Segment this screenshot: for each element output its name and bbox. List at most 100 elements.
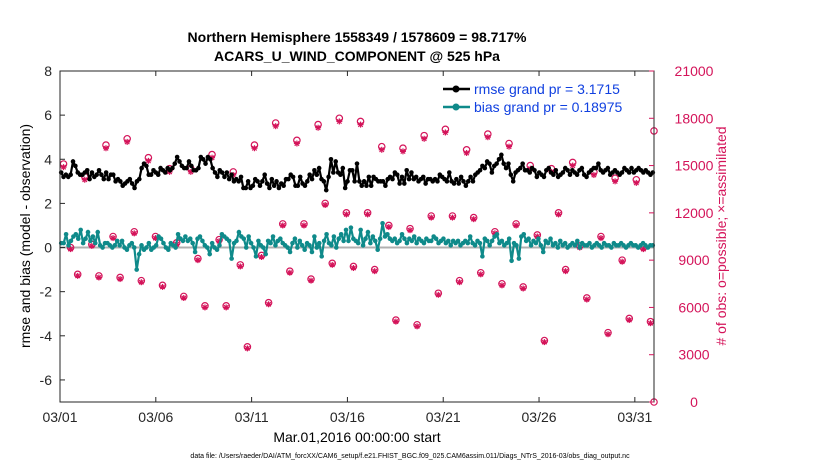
bias-point bbox=[285, 245, 290, 250]
bias-point bbox=[124, 247, 130, 253]
bias-point bbox=[83, 236, 88, 242]
obs-assimilated-stroke bbox=[287, 270, 293, 276]
obs-assimilated-point bbox=[88, 242, 95, 249]
rmse-point bbox=[565, 168, 570, 173]
obs-assimilated-stroke bbox=[329, 262, 335, 268]
obs-assimilated-point bbox=[583, 296, 590, 303]
bias-point bbox=[209, 240, 215, 246]
obs-assimilated-point bbox=[102, 145, 109, 152]
bias-point bbox=[355, 240, 361, 246]
rmse-point bbox=[73, 163, 78, 169]
bias-point bbox=[380, 220, 385, 226]
x-tick-label: 03/11 bbox=[235, 409, 269, 425]
obs-assimilated-stroke bbox=[89, 243, 95, 249]
rmse-point bbox=[196, 165, 201, 171]
obs-assimilated-point bbox=[506, 143, 513, 150]
bias-point bbox=[61, 240, 66, 246]
rmse-point bbox=[458, 174, 464, 180]
obs-assimilated-point bbox=[237, 263, 244, 270]
rmse-point bbox=[605, 165, 611, 171]
bias-point bbox=[392, 236, 398, 242]
x-tick-label: 03/01 bbox=[42, 409, 77, 425]
rmse-point bbox=[219, 170, 225, 175]
bias-point bbox=[251, 245, 256, 250]
obs-assimilated-point bbox=[399, 148, 406, 155]
obs-assimilated-point bbox=[477, 271, 484, 278]
bias-point bbox=[166, 247, 171, 253]
rmse-point bbox=[364, 183, 369, 189]
bias-point bbox=[187, 236, 193, 242]
bias-point bbox=[112, 243, 118, 248]
rmse-point bbox=[212, 170, 218, 175]
obs-assimilated-stroke bbox=[343, 211, 350, 218]
bias-point bbox=[587, 240, 592, 246]
bias-point bbox=[316, 240, 322, 246]
legend-rmse-marker bbox=[452, 85, 460, 93]
obs-assimilated-stroke bbox=[372, 268, 378, 274]
bias-point bbox=[360, 243, 366, 248]
bias-point bbox=[75, 236, 81, 242]
bias-point bbox=[548, 236, 553, 242]
bias-point bbox=[343, 227, 349, 233]
obs-assimilated-stroke bbox=[379, 147, 385, 153]
rmse-point bbox=[255, 179, 260, 184]
obs-assimilated-stroke bbox=[258, 254, 265, 260]
bias-point bbox=[414, 240, 419, 246]
bias-point bbox=[229, 256, 234, 261]
obs-assimilated-stroke bbox=[96, 274, 102, 281]
bias-point bbox=[297, 238, 303, 244]
rmse-point bbox=[520, 161, 525, 166]
rmse-point bbox=[276, 185, 282, 191]
rmse-point bbox=[155, 172, 161, 178]
obs-assimilated-stroke bbox=[619, 259, 625, 265]
rmse-point bbox=[402, 181, 407, 186]
rmse-point bbox=[354, 161, 360, 166]
obs-assimilated-stroke bbox=[633, 180, 639, 186]
bias-point bbox=[421, 240, 427, 246]
obs-assimilated-stroke bbox=[265, 301, 272, 307]
rmse-point bbox=[390, 176, 395, 182]
obs-assimilated-stroke bbox=[513, 222, 519, 229]
right-tick-label: 21000 bbox=[675, 63, 714, 79]
bias-point bbox=[100, 245, 105, 250]
bias-point bbox=[136, 251, 142, 257]
rmse-point bbox=[295, 183, 301, 189]
x-tick-label: 03/16 bbox=[330, 409, 365, 425]
x-tick-label: 03/31 bbox=[617, 409, 652, 425]
rmse-point bbox=[118, 179, 123, 184]
obs-assimilated-point bbox=[421, 135, 428, 142]
obs-assimilated-point bbox=[569, 162, 576, 169]
right-tick-label: 12000 bbox=[675, 205, 714, 221]
rmse-point bbox=[359, 183, 365, 189]
obs-assimilated-point bbox=[272, 123, 279, 130]
bias-point bbox=[338, 231, 344, 237]
bias-point bbox=[445, 238, 451, 244]
obs-assimilated-stroke bbox=[124, 139, 130, 145]
obs-assimilated-stroke bbox=[308, 278, 314, 284]
obs-assimilated-stroke bbox=[294, 140, 300, 147]
rmse-series-layer bbox=[58, 152, 656, 193]
rmse-point bbox=[321, 179, 327, 184]
obs-assimilated-point bbox=[555, 211, 562, 218]
obs-assimilated-stroke bbox=[449, 214, 456, 221]
rmse-point bbox=[454, 176, 459, 182]
x-tick-label: 03/21 bbox=[426, 409, 461, 425]
obs-assimilated-point bbox=[124, 138, 131, 145]
obs-assimilated-point bbox=[67, 246, 74, 253]
rmse-point bbox=[423, 181, 428, 186]
obs-assimilated-stroke bbox=[103, 145, 109, 151]
rmse-point bbox=[328, 156, 334, 162]
obs-assimilated-stroke bbox=[251, 145, 258, 151]
bias-series-layer bbox=[58, 220, 656, 272]
obs-assimilated-stroke bbox=[393, 318, 399, 325]
rmse-point bbox=[541, 174, 547, 180]
rmse-point bbox=[163, 170, 168, 175]
bias-point bbox=[467, 234, 473, 239]
chart-title-line1: Northern Hemisphere 1558349 / 1578609 = … bbox=[188, 29, 527, 45]
obs-assimilated-point bbox=[357, 121, 364, 128]
obs-assimilated-stroke bbox=[562, 268, 569, 274]
obs-assimilated-point bbox=[329, 261, 336, 268]
bias-point bbox=[363, 236, 368, 242]
obs-assimilated-stroke bbox=[244, 345, 251, 352]
bias-point bbox=[562, 240, 568, 246]
